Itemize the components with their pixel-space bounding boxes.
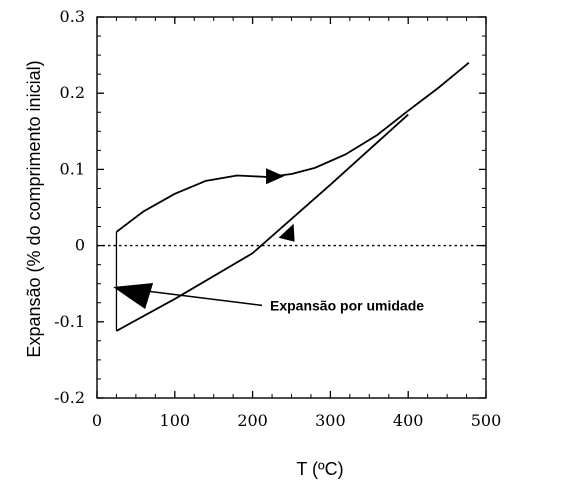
x-tick-label: 400: [393, 411, 424, 430]
x-tick-label: 100: [160, 411, 191, 430]
y-tick-label: -0.1: [54, 312, 85, 331]
x-tick-label: 500: [471, 411, 502, 430]
y-tick-label: 0.2: [60, 83, 85, 102]
x-tick-label: 200: [237, 411, 268, 430]
series-layer: [97, 62, 486, 332]
plot-border: [96, 16, 487, 399]
annotation-leader: [138, 289, 263, 307]
y-tick-label: -0.2: [54, 388, 85, 407]
y-tick-label: 0.3: [60, 7, 85, 26]
annotation-arrowhead: [113, 283, 154, 310]
axis-ticks: 0 100 200 300 400 500 -0.2 -0.1 0 0.1 0.2 0.3: [54, 7, 501, 430]
marks-layer: Expansão por umidade: [113, 168, 424, 313]
arrowhead-right: [266, 168, 285, 185]
plot-frame: [96, 16, 487, 399]
x-axis-title: T (ºC): [296, 459, 343, 479]
heating-curve: [115, 62, 470, 233]
x-tick-label: 0: [92, 411, 102, 430]
y-tick-label: 0.1: [60, 159, 85, 178]
arrowhead-up-right: [278, 223, 295, 242]
annotation-label: Expansão por umidade: [270, 297, 424, 313]
y-axis-title: Expansão (% do comprimento inicial): [24, 60, 44, 357]
y-tick-label: 0: [75, 236, 85, 255]
cooling-curve: [116, 113, 409, 332]
x-tick-label: 300: [315, 411, 346, 430]
